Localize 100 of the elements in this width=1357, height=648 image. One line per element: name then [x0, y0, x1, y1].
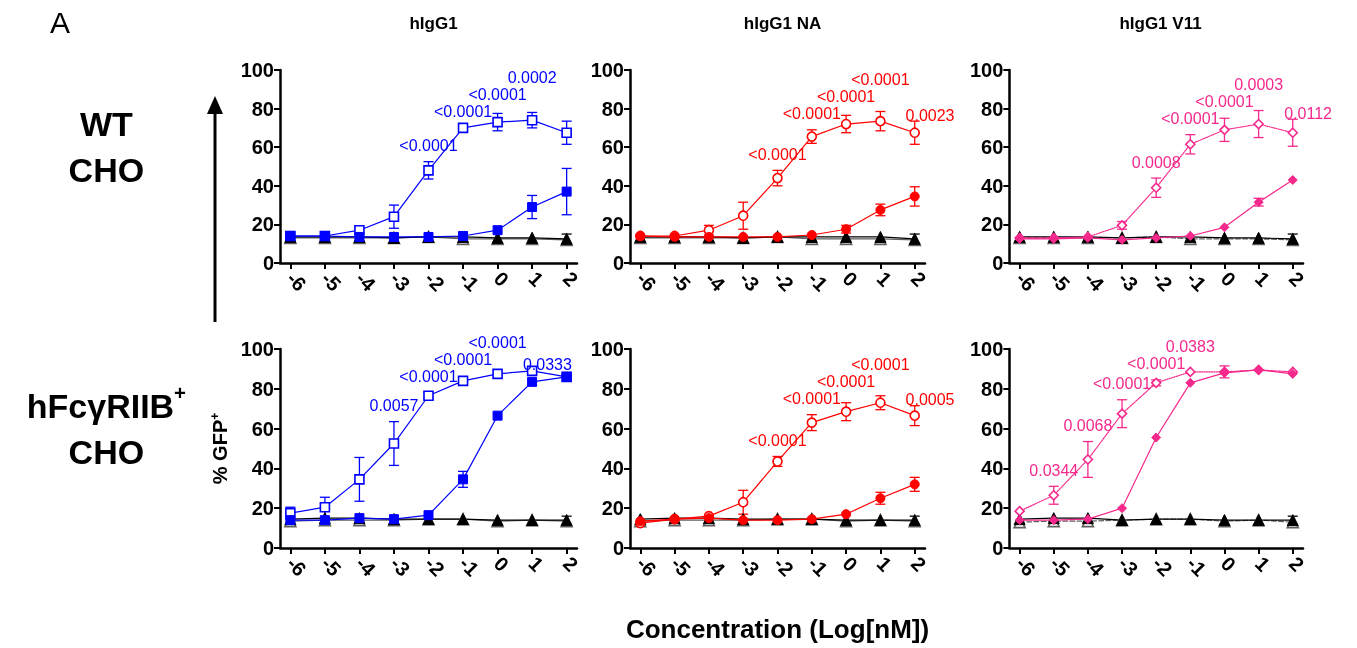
- annotation: 0.0057: [369, 397, 419, 415]
- x-tick-label: 0: [838, 552, 862, 576]
- x-tick-label: -1: [804, 267, 833, 296]
- x-tick-label: -1: [455, 267, 484, 296]
- x-tick-label: -1: [1182, 552, 1211, 581]
- annotation: 0.0003: [1234, 76, 1284, 94]
- annotation: <0.0001: [1195, 93, 1254, 111]
- y-tick-label: 40: [601, 174, 624, 197]
- chart-title: hIgG1: [409, 14, 458, 33]
- annotation: <0.0001: [1127, 355, 1186, 373]
- annotation: 0.0002: [507, 69, 557, 87]
- x-tick-label: 2: [558, 552, 583, 576]
- annotation: 0.0112: [1284, 104, 1333, 122]
- x-tick-label: 2: [906, 552, 931, 576]
- x-tick-label: -6: [282, 552, 311, 581]
- annotation: 0.0383: [1165, 338, 1215, 356]
- x-tick-label: 2: [558, 267, 583, 291]
- y-tick-label: 80: [601, 97, 624, 120]
- y-tick-label: 100: [240, 59, 274, 81]
- x-tick-label: 1: [1250, 267, 1275, 291]
- y-tick-label: 60: [601, 417, 624, 440]
- x-tick-label: 2: [1284, 552, 1309, 576]
- y-tick-label: 0: [612, 252, 624, 274]
- x-tick-label: -4: [701, 552, 730, 581]
- annotation: <0.0001: [782, 105, 842, 123]
- annotation: <0.0001: [782, 390, 842, 408]
- y-tick-label: 40: [251, 174, 274, 197]
- y-tick-label: 0: [262, 537, 274, 559]
- y-tick-label: 80: [601, 377, 624, 400]
- x-tick-label: -5: [317, 552, 346, 581]
- annotation: <0.0001: [816, 88, 876, 106]
- y-tick-label: 100: [969, 338, 1004, 360]
- x-tick-label: -5: [317, 267, 346, 296]
- annotation: <0.0001: [1161, 110, 1220, 128]
- x-tick-label: -4: [1080, 267, 1109, 296]
- chart-title: hIgG1 NA: [743, 14, 822, 33]
- annotation: <0.0001: [851, 356, 910, 374]
- y-tick-label: 20: [251, 213, 274, 236]
- y-tick-label: 20: [251, 497, 274, 520]
- y-tick-label: 60: [601, 136, 624, 159]
- y-tick-label: 60: [251, 417, 274, 440]
- x-tick-label: 1: [872, 267, 897, 291]
- x-tick-label: -4: [351, 552, 380, 581]
- x-tick-label: 0: [838, 267, 862, 291]
- x-tick-label: -4: [1080, 552, 1109, 581]
- x-tick-label: -2: [420, 552, 449, 581]
- x-tick-label: 0: [489, 267, 514, 291]
- x-tick-label: 0: [489, 552, 514, 576]
- y-tick-label: 60: [981, 417, 1004, 440]
- x-tick-label: 2: [1284, 267, 1309, 291]
- x-tick-label: -4: [351, 267, 380, 296]
- y-tick-label: 20: [601, 213, 624, 236]
- annotation: <0.0001: [468, 334, 527, 352]
- y-tick-label: 20: [981, 497, 1004, 520]
- x-tick-label: -3: [735, 267, 764, 296]
- y-tick-label: 40: [601, 457, 624, 480]
- x-tick-label: 1: [872, 552, 897, 576]
- x-tick-label: 1: [524, 267, 548, 291]
- x-tick-label: -6: [1011, 267, 1040, 296]
- x-tick-label: -5: [666, 552, 695, 581]
- x-tick-label: 2: [906, 267, 931, 291]
- y-axis-title: % GFP+: [208, 412, 231, 485]
- y-tick-label: 60: [251, 136, 274, 159]
- x-tick-label: -3: [386, 552, 415, 581]
- chart-title: hIgG1 V11: [1119, 14, 1202, 33]
- y-tick-label: 20: [981, 213, 1004, 236]
- x-tick-label: -5: [666, 267, 695, 296]
- y-tick-label: 80: [251, 97, 274, 120]
- annotation: <0.0001: [433, 351, 493, 369]
- y-tick-label: 0: [992, 537, 1004, 559]
- annotation: 0.0068: [1063, 417, 1113, 435]
- annotation: <0.0001: [1092, 375, 1152, 393]
- x-tick-label: 0: [1216, 552, 1241, 576]
- x-tick-label: 1: [1250, 552, 1275, 576]
- x-tick-label: -1: [455, 552, 484, 581]
- y-tick-label: 100: [590, 59, 624, 81]
- x-tick-label: -6: [632, 552, 661, 581]
- annotation: 0.0023: [905, 106, 955, 124]
- x-tick-label: -2: [1148, 552, 1177, 581]
- text: A: [49, 5, 71, 39]
- x-axis-title: Concentration (Log[nM]): [625, 614, 930, 644]
- y-tick-label: 100: [590, 338, 624, 360]
- annotation: <0.0001: [468, 86, 527, 104]
- annotation: 0.0344: [1029, 461, 1079, 479]
- annotation: <0.0001: [433, 103, 493, 121]
- x-tick-label: -6: [282, 267, 311, 296]
- y-tick-label: 40: [981, 457, 1004, 480]
- y-tick-label: 40: [251, 457, 274, 480]
- x-tick-label: 1: [524, 552, 548, 576]
- x-tick-label: -3: [1114, 552, 1143, 581]
- y-tick-label: 20: [601, 497, 624, 520]
- y-tick-label: 0: [992, 252, 1004, 274]
- y-tick-label: 100: [969, 59, 1004, 81]
- x-tick-label: -1: [804, 552, 833, 581]
- x-tick-label: -2: [769, 552, 798, 581]
- annotation: 0.0333: [522, 356, 572, 374]
- x-tick-label: -6: [632, 267, 661, 296]
- y-tick-label: 40: [981, 174, 1004, 197]
- x-tick-label: -5: [1045, 552, 1075, 581]
- y-tick-label: 80: [981, 97, 1004, 120]
